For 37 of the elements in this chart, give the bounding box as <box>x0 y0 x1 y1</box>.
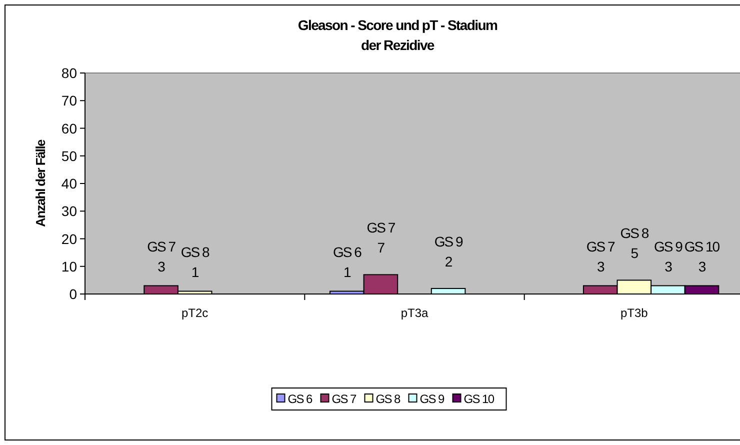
data-label: 3 <box>698 258 706 275</box>
text: GS 9 <box>434 233 462 250</box>
text: GS 7 <box>147 238 175 255</box>
data-label: 2 <box>444 253 453 270</box>
legend-label: GS 8 <box>376 392 402 406</box>
data-label: 3 <box>664 258 673 275</box>
legend-label: GS 10 <box>464 392 495 406</box>
y-axis-title: Anzahl der Fälle <box>33 139 48 227</box>
text: GS 8 <box>180 244 209 260</box>
text: GS 6 <box>332 244 361 260</box>
data-label: 1 <box>191 264 200 280</box>
x-tick-label: pT3b <box>620 306 648 320</box>
x-tick-label: pT3a <box>400 306 428 320</box>
y-tick-label: 30 <box>61 203 78 220</box>
text: GS 10 <box>684 238 720 255</box>
y-tick-label: 0 <box>69 286 78 302</box>
legend-label: GS 6 <box>288 392 314 406</box>
y-tick-label: 60 <box>61 120 78 136</box>
text: GS 7 <box>586 238 614 255</box>
chart-title: Gleason - Score und pT - Stadium der Rezidive <box>298 17 498 53</box>
y-tick-label: 20 <box>61 230 78 247</box>
x-tick-label: pT2c <box>181 306 208 320</box>
legend-label: GS 7 <box>332 392 358 406</box>
y-tick-label: 50 <box>61 148 78 164</box>
data-label: 3 <box>158 258 166 275</box>
y-tick-label: 10 <box>61 258 78 274</box>
y-tick-label: 40 <box>61 176 78 192</box>
y-tick-label: 80 <box>61 65 78 81</box>
data-label: 1 <box>344 264 352 280</box>
data-label: 5 <box>630 245 639 262</box>
text: GS 7 <box>366 220 395 236</box>
legend-label: GS 9 <box>420 392 446 406</box>
text: GS 8 <box>620 225 648 242</box>
text: GS 9 <box>654 238 682 255</box>
data-label: 7 <box>377 240 386 256</box>
data-label: 3 <box>596 258 605 275</box>
y-tick-label: 70 <box>61 92 78 109</box>
